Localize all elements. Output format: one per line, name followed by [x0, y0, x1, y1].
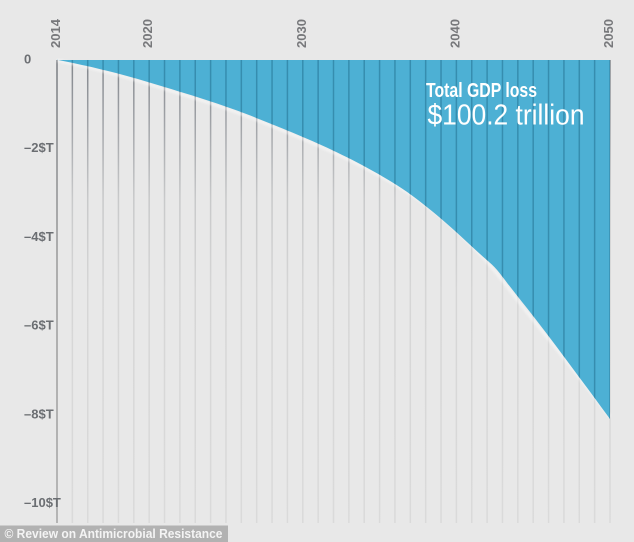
svg-text:2040: 2040: [447, 19, 462, 48]
svg-text:Total GDP loss: Total GDP loss: [426, 80, 537, 102]
svg-text:0: 0: [24, 52, 31, 67]
svg-text:2020: 2020: [140, 19, 155, 48]
svg-text:2050: 2050: [601, 19, 616, 48]
svg-text:2030: 2030: [294, 19, 309, 48]
svg-text:$100.2 trillion: $100.2 trillion: [428, 99, 585, 131]
svg-text:–10$T: –10$T: [24, 495, 61, 510]
svg-text:–4$T: –4$T: [24, 229, 54, 244]
svg-text:2014: 2014: [48, 18, 63, 48]
svg-text:–6$T: –6$T: [24, 318, 54, 333]
svg-text:© Review on Antimicrobial Resi: © Review on Antimicrobial Resistance: [5, 526, 223, 541]
svg-text:–8$T: –8$T: [24, 406, 54, 421]
svg-text:–2$T: –2$T: [24, 140, 54, 155]
